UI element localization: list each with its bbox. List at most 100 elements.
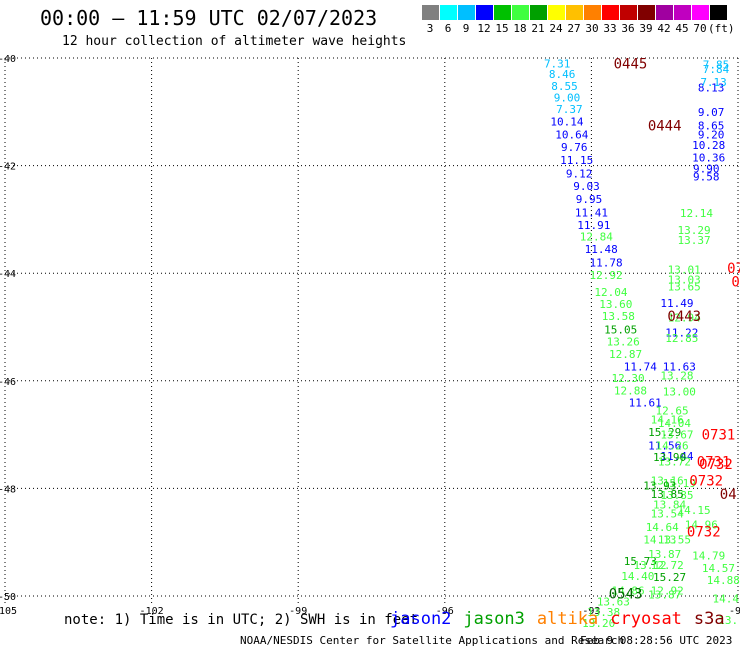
scale-label: 15	[495, 22, 509, 35]
scale-label: 45	[675, 22, 689, 35]
swh-value: 13.29	[677, 224, 710, 237]
swh-value: 12.85	[665, 332, 698, 345]
satellite-legend-jason3: jason3	[463, 609, 525, 629]
swh-value: 13.58	[602, 310, 635, 323]
scale-swatch	[422, 5, 439, 20]
scale-label: 6	[444, 22, 452, 35]
pass-time-label: 0732	[699, 457, 733, 473]
swh-value: 14.26	[655, 439, 688, 452]
swh-value: 11.63	[663, 360, 696, 373]
generated-timestamp: Feb 9 08:28:56 UTC 2023	[580, 634, 733, 647]
swh-value: 12.72	[651, 559, 684, 572]
scale-swatch	[494, 5, 511, 20]
satellite-legend-cryosat: cryosat	[610, 609, 682, 629]
scale-label: 39	[639, 22, 653, 35]
swh-value: 9.00	[554, 91, 581, 104]
swh-value: 13.65	[668, 281, 701, 294]
scale-label: 27	[567, 22, 581, 35]
scale-swatch	[620, 5, 637, 20]
swh-value: 13.28	[660, 369, 693, 382]
swh-value: 12.65	[655, 404, 688, 417]
lat-tick-label: -50	[0, 592, 16, 603]
map-title: 00:00 – 11:59 UTC 02/07/2023	[40, 6, 378, 30]
swh-value: 9.03	[573, 180, 600, 193]
credit-line: NOAA/NESDIS Center for Satellite Applica…	[240, 634, 625, 647]
swh-value: 13.16	[651, 474, 684, 487]
swh-value: 7.37	[556, 103, 583, 116]
scale-swatch	[458, 5, 475, 20]
swh-value: 9.58	[693, 170, 720, 183]
pass-time-label: 0543	[609, 586, 643, 602]
swh-value: 13.87	[648, 548, 681, 561]
swh-value: 8.13	[698, 82, 725, 95]
swh-value: 14.57	[702, 562, 735, 575]
scale-swatch	[584, 5, 601, 20]
scale-swatch	[440, 5, 457, 20]
pass-time-label: 0732	[689, 473, 723, 489]
swh-value: 13.60	[599, 298, 632, 311]
swh-value: 14.15	[677, 504, 710, 517]
swh-value: 15.05	[604, 324, 637, 337]
scale-swatch	[476, 5, 493, 20]
scale-label: 42	[657, 22, 671, 35]
swh-value: 15.19	[663, 477, 696, 490]
lon-tick-label: -102	[140, 606, 164, 617]
swh-value: 14.16	[651, 414, 684, 427]
scale-swatch	[602, 5, 619, 20]
scale-swatch	[692, 5, 709, 20]
swh-value: 9.12	[566, 168, 593, 181]
swh-value: 7.85	[703, 58, 730, 71]
lon-tick-label: -105	[0, 606, 17, 617]
swh-value: 15.29	[648, 426, 681, 439]
swh-value: 14.79	[692, 550, 725, 563]
swh-value: 13.85	[660, 489, 693, 502]
swh-value: 9.95	[576, 193, 603, 206]
swh-value: 7.13	[700, 76, 727, 89]
swh-value: 13.90	[653, 451, 686, 464]
swh-value: 11.48	[585, 243, 618, 256]
swh-value: 13.03	[668, 274, 701, 287]
swh-value: 10.28	[692, 139, 725, 152]
satellite-legend-jason2: jason2	[390, 609, 452, 629]
swh-value: 14.86	[611, 585, 644, 598]
swh-value: 9.76	[561, 141, 588, 154]
swh-value: 13.84	[653, 499, 686, 512]
swh-value: 12.14	[680, 207, 713, 220]
pass-time-label: 0445	[614, 56, 648, 72]
swh-value: 14.40	[621, 570, 654, 583]
lat-tick-label: -44	[0, 269, 16, 280]
swh-value: 12.30	[611, 372, 644, 385]
swh-value: 10.36	[692, 152, 725, 165]
swh-value: 8.46	[549, 68, 576, 81]
scale-label: 33	[603, 22, 617, 35]
lon-tick-label: -90	[729, 606, 740, 617]
axis-labels: -40 -42 -44 -46 -48 -50 -105 -102 -99 -96 -93 -90	[0, 54, 740, 617]
scale-swatch	[548, 5, 565, 20]
lat-tick-label: -48	[0, 484, 16, 495]
pass-time-label: 0731	[697, 455, 731, 471]
scale-label: 3	[426, 22, 434, 35]
pass-time-label: 0732	[687, 524, 721, 540]
lon-tick-label: -96	[436, 606, 454, 617]
pass-time-label: 0443	[667, 309, 701, 325]
pass-time-label: 0731	[702, 428, 736, 444]
swh-value: 8.55	[551, 80, 578, 93]
map-subtitle: 12 hour collection of altimeter wave hei…	[62, 34, 407, 49]
scale-label: 18	[513, 22, 527, 35]
swh-value: 13.00	[663, 386, 696, 399]
swh-value: 7.84	[703, 63, 730, 76]
swh-value: 13.93	[643, 480, 676, 493]
pass-time-label: 04	[720, 487, 737, 503]
swh-value: 13.72	[658, 456, 691, 469]
scale-label: 9	[462, 22, 470, 35]
scale-swatch	[710, 5, 727, 20]
swh-value: 12.87	[609, 348, 642, 361]
scale-swatch	[530, 5, 547, 20]
swh-value: 13.87	[648, 588, 681, 601]
swh-value: 10.14	[550, 115, 583, 128]
swh-value: 15.27	[653, 571, 686, 584]
swh-value: 14.96	[685, 518, 718, 531]
scale-swatch	[638, 5, 655, 20]
lon-tick-label: -99	[289, 606, 307, 617]
swh-value: 11.22	[665, 326, 698, 339]
